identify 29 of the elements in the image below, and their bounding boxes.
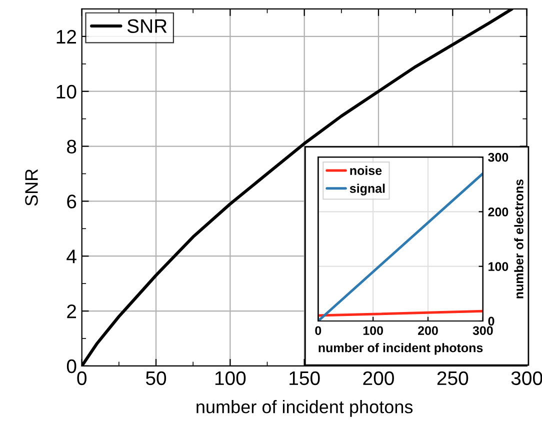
x-tick-label: 50 bbox=[146, 371, 166, 386]
y2-tick-label: 0 bbox=[488, 316, 494, 326]
legend-label: noise bbox=[350, 166, 382, 176]
x-axis-title: number of incident photons bbox=[196, 400, 413, 417]
x-tick-label: 200 bbox=[418, 326, 438, 336]
x-tick-label: 300 bbox=[472, 326, 493, 336]
y-tick-label: 8 bbox=[67, 140, 76, 154]
x-tick-label: 150 bbox=[290, 371, 320, 386]
x-tick-label: 200 bbox=[363, 371, 394, 386]
x-tick-label: 100 bbox=[363, 326, 383, 336]
y2-tick-label: 100 bbox=[488, 262, 508, 272]
y-tick-label: 0 bbox=[66, 359, 76, 374]
y-tick-label: 10 bbox=[56, 84, 76, 99]
y2-tick-label: 200 bbox=[488, 208, 508, 216]
legend-label: signal bbox=[350, 184, 385, 196]
x-tick-label: 250 bbox=[437, 371, 468, 386]
x-axis-title: number of incident photons bbox=[318, 343, 483, 355]
legend-label: SNR bbox=[127, 19, 167, 33]
y2-tick-label: 300 bbox=[488, 152, 508, 162]
y-tick-label: 6 bbox=[67, 194, 76, 208]
y2-axis-title: number of electrons bbox=[514, 179, 524, 298]
y-tick-label: 2 bbox=[67, 304, 76, 318]
x-tick-label: 300 bbox=[511, 371, 542, 386]
y-tick-label: 12 bbox=[56, 30, 76, 44]
x-tick-label: 100 bbox=[215, 371, 246, 386]
x-tick-label: 0 bbox=[315, 326, 322, 336]
y-tick-label: 4 bbox=[66, 250, 76, 264]
y-axis-title: SNR bbox=[25, 169, 38, 206]
x-tick-label: 0 bbox=[77, 371, 86, 386]
